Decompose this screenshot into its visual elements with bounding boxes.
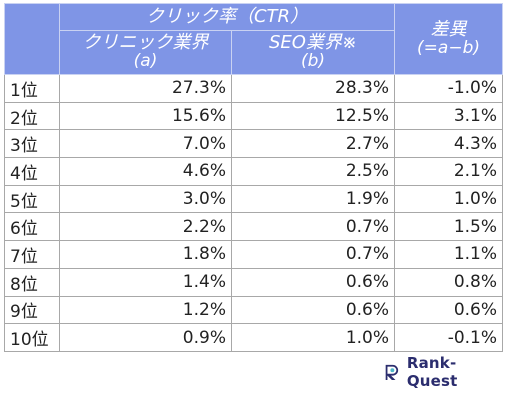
clinic-ctr-cell: 1.2% bbox=[59, 295, 232, 325]
clinic-ctr-cell: 27.3% bbox=[59, 74, 232, 103]
seo-ctr-cell: 2.7% bbox=[230, 129, 396, 159]
table-row: 4位 4.6% 2.5% 2.1% bbox=[4, 157, 504, 186]
rank-cell: 1位 bbox=[4, 74, 60, 103]
clinic-ctr-cell: 0.9% bbox=[59, 323, 232, 352]
clinic-ctr-cell: 1.8% bbox=[59, 240, 232, 269]
diff-cell: 4.3% bbox=[394, 129, 504, 159]
rank-quest-logo-icon bbox=[385, 364, 399, 381]
clinic-ctr-cell: 1.4% bbox=[59, 267, 232, 297]
header-clinic-sub: (a) bbox=[133, 51, 158, 72]
seo-ctr-cell: 1.0% bbox=[230, 323, 396, 352]
rank-cell: 4位 bbox=[4, 157, 60, 186]
seo-ctr-cell: 0.7% bbox=[230, 240, 396, 269]
clinic-ctr-cell: 3.0% bbox=[59, 184, 232, 214]
diff-cell: 3.1% bbox=[394, 101, 504, 131]
header-diff-label: 差異 bbox=[430, 18, 467, 40]
brand-name: Rank-Quest bbox=[406, 354, 458, 390]
table-row: 7位 1.8% 0.7% 1.1% bbox=[4, 240, 504, 269]
table-row: 5位 3.0% 1.9% 1.0% bbox=[4, 184, 504, 214]
header-corner-cell bbox=[4, 3, 60, 75]
clinic-ctr-cell: 15.6% bbox=[59, 101, 232, 131]
header-seo-label: SEO業界※ bbox=[268, 32, 358, 54]
seo-ctr-cell: 0.7% bbox=[230, 212, 396, 242]
diff-cell: -0.1% bbox=[394, 323, 504, 352]
header-clinic: クリニック業界 (a) bbox=[59, 30, 232, 75]
table-row: 8位 1.4% 0.6% 0.8% bbox=[4, 267, 504, 297]
header-seo: SEO業界※ (b) bbox=[230, 30, 396, 75]
rank-cell: 9位 bbox=[4, 295, 60, 325]
table-body: 1位 27.3% 28.3% -1.0% 2位 15.6% 12.5% 3.1% 3位 7.0% 2… bbox=[4, 74, 504, 352]
rank-cell: 6位 bbox=[4, 212, 60, 242]
table-row: 2位 15.6% 12.5% 3.1% bbox=[4, 101, 504, 131]
table-row: 3位 7.0% 2.7% 4.3% bbox=[4, 129, 504, 159]
seo-ctr-cell: 1.9% bbox=[230, 184, 396, 214]
seo-ctr-cell: 0.6% bbox=[230, 295, 396, 325]
clinic-ctr-cell: 4.6% bbox=[59, 157, 232, 186]
seo-ctr-cell: 12.5% bbox=[230, 101, 396, 131]
diff-cell: 1.0% bbox=[394, 184, 504, 214]
table-row: 9位 1.2% 0.6% 0.6% bbox=[4, 295, 504, 325]
ctr-comparison-table: クリック率（CTR） 差異 (=a−b) クリニック業界 (a) SEO業界※ … bbox=[4, 3, 504, 352]
header-ctr: クリック率（CTR） bbox=[58, 3, 396, 31]
header-diff: 差異 (=a−b) bbox=[394, 3, 504, 75]
table-row: 6位 2.2% 0.7% 1.5% bbox=[4, 212, 504, 242]
diff-cell: 0.8% bbox=[394, 267, 504, 297]
rank-cell: 5位 bbox=[4, 184, 60, 214]
diff-cell: 1.5% bbox=[394, 212, 504, 242]
brand-logo: Rank-Quest bbox=[383, 354, 506, 390]
table-row: 1位 27.3% 28.3% -1.0% bbox=[4, 74, 504, 103]
clinic-ctr-cell: 7.0% bbox=[59, 129, 232, 159]
rank-cell: 2位 bbox=[4, 101, 60, 131]
diff-cell: -1.0% bbox=[394, 74, 504, 103]
seo-ctr-cell: 0.6% bbox=[230, 267, 396, 297]
table-row: 10位 0.9% 1.0% -0.1% bbox=[4, 323, 504, 352]
diff-cell: 0.6% bbox=[394, 295, 504, 325]
diff-cell: 1.1% bbox=[394, 240, 504, 269]
header-clinic-label: クリニック業界 bbox=[82, 32, 209, 54]
diff-cell: 2.1% bbox=[394, 157, 504, 186]
seo-ctr-cell: 2.5% bbox=[230, 157, 396, 186]
header-seo-sub: (b) bbox=[300, 51, 326, 72]
rank-cell: 7位 bbox=[4, 240, 60, 269]
header-diff-formula: (=a−b) bbox=[417, 37, 480, 58]
rank-cell: 8位 bbox=[4, 267, 60, 297]
seo-ctr-cell: 28.3% bbox=[230, 74, 396, 103]
rank-cell: 3位 bbox=[4, 129, 60, 159]
rank-cell: 10位 bbox=[4, 323, 60, 352]
clinic-ctr-cell: 2.2% bbox=[59, 212, 232, 242]
